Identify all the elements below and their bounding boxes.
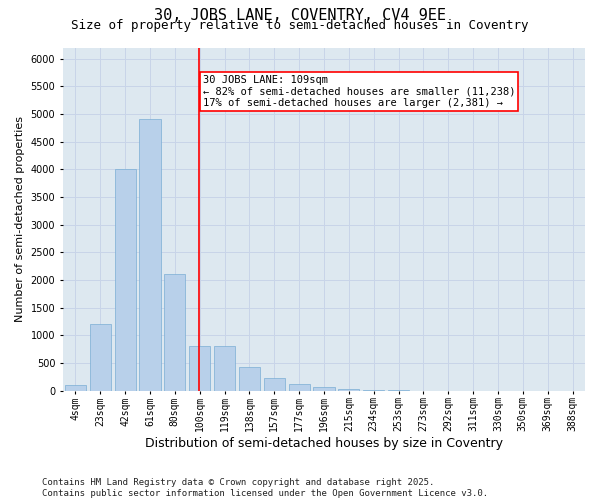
Bar bbox=[289, 384, 310, 390]
Text: Contains HM Land Registry data © Crown copyright and database right 2025.
Contai: Contains HM Land Registry data © Crown c… bbox=[42, 478, 488, 498]
Bar bbox=[214, 346, 235, 391]
Bar bbox=[139, 120, 161, 390]
Bar bbox=[89, 324, 111, 390]
Bar bbox=[164, 274, 185, 390]
Bar bbox=[239, 368, 260, 390]
Bar bbox=[263, 378, 285, 390]
Bar bbox=[189, 346, 210, 391]
Bar bbox=[65, 385, 86, 390]
Bar bbox=[338, 389, 359, 390]
Y-axis label: Number of semi-detached properties: Number of semi-detached properties bbox=[15, 116, 25, 322]
Text: 30, JOBS LANE, COVENTRY, CV4 9EE: 30, JOBS LANE, COVENTRY, CV4 9EE bbox=[154, 8, 446, 22]
Text: 30 JOBS LANE: 109sqm
← 82% of semi-detached houses are smaller (11,238)
17% of s: 30 JOBS LANE: 109sqm ← 82% of semi-detac… bbox=[203, 75, 515, 108]
Text: Size of property relative to semi-detached houses in Coventry: Size of property relative to semi-detach… bbox=[71, 19, 529, 32]
Bar bbox=[313, 388, 335, 390]
Bar bbox=[115, 170, 136, 390]
X-axis label: Distribution of semi-detached houses by size in Coventry: Distribution of semi-detached houses by … bbox=[145, 437, 503, 450]
